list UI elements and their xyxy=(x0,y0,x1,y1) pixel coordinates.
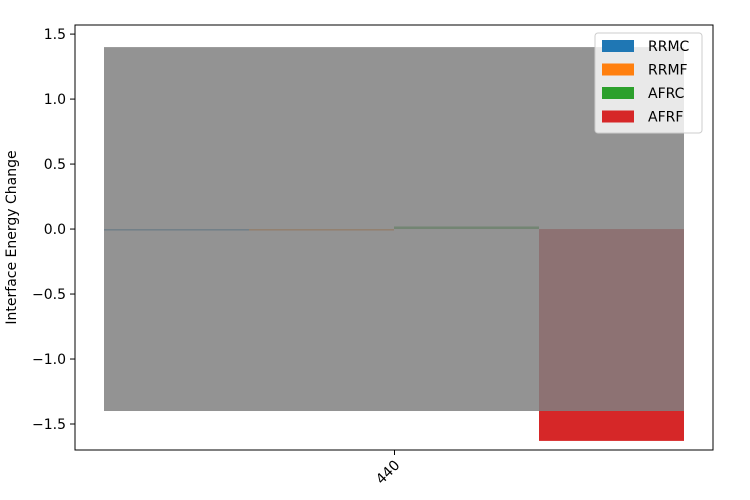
band-layer xyxy=(104,47,684,412)
legend-label-rrmf: RRMF xyxy=(648,63,688,79)
legend-swatch-afrf xyxy=(602,110,634,123)
legend: RRMC RRMF AFRC AFRF xyxy=(594,32,703,134)
y-axis-label: Interface Energy Change xyxy=(4,150,20,324)
y-tick-label: −1.0 xyxy=(32,352,66,368)
legend-label-afrf: AFRF xyxy=(648,110,683,126)
y-tick-label: −1.5 xyxy=(32,417,66,433)
y-tick-label: 1.5 xyxy=(44,27,66,43)
y-axis: −1.5 −1.0 −0.5 0.0 0.5 1.0 1.5 xyxy=(32,27,75,433)
y-tick-label: 0.0 xyxy=(44,222,66,238)
legend-label-rrmc: RRMC xyxy=(648,39,690,55)
y-tick-label: 0.5 xyxy=(44,157,66,173)
y-tick-label: −0.5 xyxy=(32,287,66,303)
legend-swatch-afrc xyxy=(602,87,634,99)
legend-box xyxy=(594,32,703,134)
legend-swatch-rrmc xyxy=(602,40,634,52)
overlay-band xyxy=(104,47,684,412)
y-tick-label: 1.0 xyxy=(44,92,66,108)
legend-label-afrc: AFRC xyxy=(648,86,685,102)
legend-swatch-rrmf xyxy=(602,63,634,76)
